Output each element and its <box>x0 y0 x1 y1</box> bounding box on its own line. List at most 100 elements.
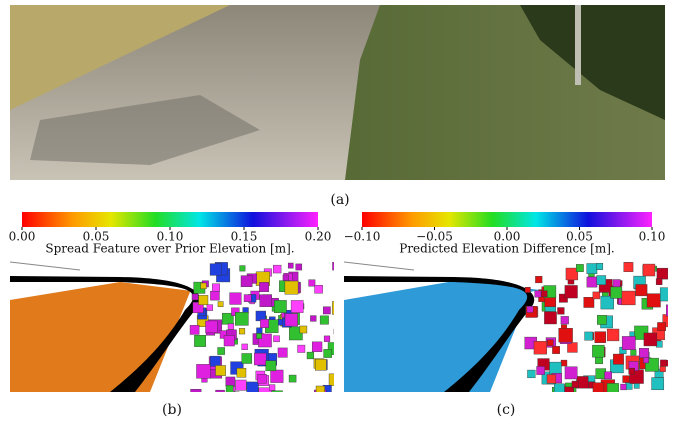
voxel <box>332 301 345 314</box>
voxel <box>670 273 681 285</box>
voxel <box>273 265 281 273</box>
voxel <box>657 268 668 279</box>
voxel <box>527 306 533 312</box>
voxel <box>278 348 287 357</box>
voxel <box>547 375 556 384</box>
voxel <box>256 333 261 338</box>
voxel <box>310 316 316 322</box>
voxel <box>584 297 594 307</box>
voxel <box>576 264 583 271</box>
voxel <box>565 285 578 298</box>
voxel <box>552 346 559 353</box>
voxel <box>235 312 248 325</box>
voxel <box>622 336 635 349</box>
voxel <box>196 364 210 378</box>
voxel <box>541 291 547 297</box>
voxel <box>592 345 604 357</box>
voxel <box>631 350 637 356</box>
voxel <box>639 348 648 357</box>
voxel <box>240 266 246 272</box>
voxel <box>668 276 677 285</box>
voxel <box>296 264 302 270</box>
photo <box>10 5 665 180</box>
voxel <box>593 292 600 299</box>
voxel <box>525 287 530 292</box>
voxel <box>190 325 199 334</box>
voxel <box>607 329 619 341</box>
voxel <box>291 300 303 312</box>
voxel <box>259 282 268 291</box>
voxel <box>613 354 623 364</box>
voxel <box>636 284 647 295</box>
voxel <box>216 365 226 375</box>
voxel <box>334 341 342 349</box>
voxel <box>334 329 339 334</box>
voxel <box>634 383 639 388</box>
voxel <box>323 307 330 314</box>
voxel <box>257 374 266 383</box>
voxel <box>269 385 275 391</box>
voxel <box>256 328 262 334</box>
voxel <box>671 390 678 397</box>
caption: (c) <box>497 402 516 418</box>
voxel <box>611 287 622 298</box>
voxel <box>271 370 284 383</box>
tick-label: 0.00 <box>9 230 36 244</box>
voxel <box>205 321 217 333</box>
voxel <box>587 264 597 274</box>
voxel <box>324 349 332 357</box>
voxel <box>237 368 246 377</box>
colorbar-label: Predicted Elevation Difference [m]. <box>399 242 614 256</box>
voxel <box>565 387 574 396</box>
voxel <box>260 319 268 327</box>
voxel <box>315 285 323 293</box>
voxel <box>561 316 569 324</box>
voxel <box>241 276 252 287</box>
voxel <box>626 383 633 390</box>
voxel <box>312 342 322 352</box>
voxel <box>247 382 259 394</box>
voxel <box>210 356 220 366</box>
voxel <box>274 300 286 312</box>
voxel <box>285 314 298 327</box>
voxel <box>320 316 328 324</box>
voxel <box>629 368 635 374</box>
voxel <box>212 284 219 291</box>
voxel <box>218 302 223 307</box>
voxel <box>572 381 579 388</box>
voxel <box>621 291 635 305</box>
voxel <box>283 275 289 281</box>
voxel <box>613 280 620 287</box>
voxel <box>527 370 535 378</box>
voxel <box>673 318 681 332</box>
voxel <box>644 333 657 346</box>
voxel <box>657 322 665 330</box>
voxel <box>605 372 612 379</box>
voxel <box>544 312 556 324</box>
voxel <box>244 295 251 302</box>
voxel <box>550 362 562 374</box>
voxel <box>671 329 679 337</box>
voxel <box>561 360 567 366</box>
colorbar <box>22 212 318 227</box>
voxel <box>199 295 208 304</box>
voxel <box>666 305 677 316</box>
voxel <box>554 384 564 394</box>
voxel <box>667 360 673 366</box>
voxel <box>242 344 248 350</box>
voxel <box>585 332 593 340</box>
tick-label: −0.10 <box>344 230 381 244</box>
voxel <box>288 263 293 268</box>
voxel <box>670 285 676 291</box>
voxel <box>309 280 315 286</box>
voxel <box>647 294 660 307</box>
voxel <box>671 263 677 269</box>
voxel <box>643 264 655 276</box>
voxel <box>266 361 276 371</box>
voxel <box>596 263 603 270</box>
voxel <box>671 310 681 321</box>
voxel <box>216 390 225 399</box>
voxel <box>236 380 246 390</box>
voxel <box>656 279 662 285</box>
voxel <box>324 336 330 342</box>
